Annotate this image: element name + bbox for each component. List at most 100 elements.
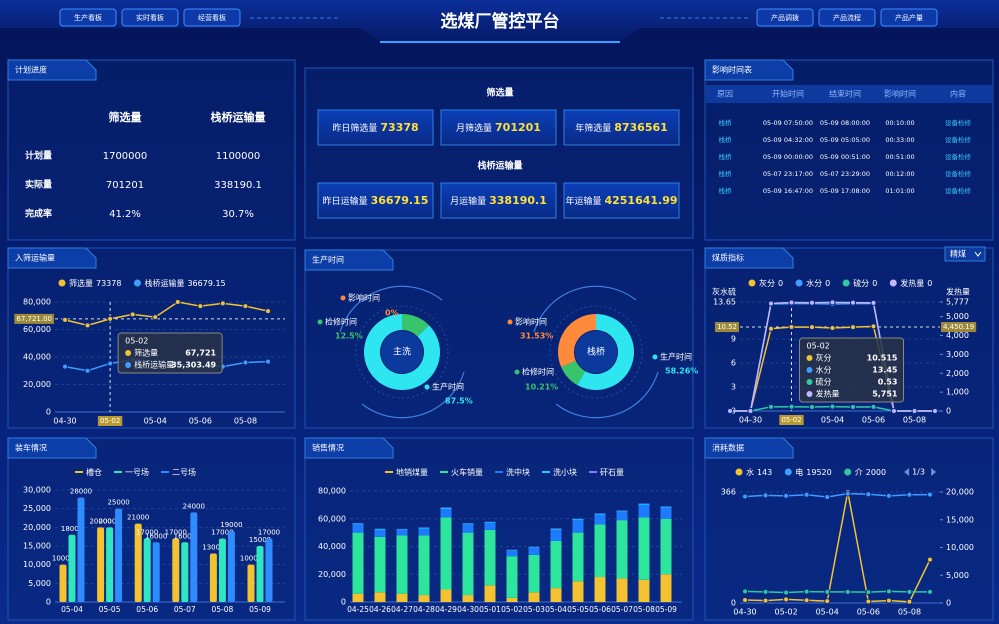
panel xyxy=(304,437,694,621)
pie-label-dot xyxy=(317,319,323,325)
bar-segment xyxy=(418,527,430,529)
y-tick-label: 80,000 xyxy=(318,487,346,496)
nav-tab[interactable] xyxy=(880,8,938,27)
bar-segment xyxy=(352,593,364,602)
x-tick-label: 05-02 xyxy=(774,608,797,617)
bar-segment xyxy=(374,536,386,593)
y2-tick-label: 5,000 xyxy=(946,312,969,321)
data-point xyxy=(824,588,831,595)
table-cell: 设备检修 xyxy=(945,152,972,161)
bar-segment xyxy=(440,517,452,590)
data-point xyxy=(742,596,748,603)
pointer-label: 4,450.19 xyxy=(943,323,974,331)
legend-value: 36679.15 xyxy=(187,279,225,288)
y2-tick-label: 20,000 xyxy=(946,488,974,497)
data-point xyxy=(788,299,795,306)
y-tick-label: 6 xyxy=(731,359,736,368)
nav-tab[interactable] xyxy=(756,8,814,27)
data-point xyxy=(829,403,836,410)
summary-item: 月筛选量 701201 xyxy=(456,121,541,134)
bar-segment xyxy=(462,595,474,602)
dropdown-label: 精煤 xyxy=(950,249,966,259)
nav-tab[interactable] xyxy=(59,8,117,27)
legend-swatch xyxy=(889,279,897,287)
data-point xyxy=(768,325,774,332)
summary-box xyxy=(440,109,557,146)
data-point xyxy=(762,492,769,499)
data-point xyxy=(762,588,769,595)
data-point xyxy=(107,315,114,322)
tooltip-value: 10.515 xyxy=(867,354,898,363)
data-point xyxy=(809,299,815,306)
dropdown[interactable] xyxy=(944,246,986,262)
pie-value-label: 31.53% xyxy=(520,332,553,341)
bar-segment xyxy=(638,503,650,505)
table-cell: 05-09 00:00:00 xyxy=(763,153,813,161)
bar-value-label: 20000 xyxy=(98,517,120,525)
bar xyxy=(227,531,235,602)
tooltip-label: 硫分 xyxy=(816,377,832,387)
summary-title: 栈桥运输量 xyxy=(477,160,522,172)
pager-next[interactable] xyxy=(931,468,937,476)
tooltip-value: 5,751 xyxy=(872,390,898,399)
dropdown-caret xyxy=(974,251,982,257)
pie-slice xyxy=(364,314,441,390)
pie-label: 检修时间 xyxy=(325,317,357,327)
x-tick-label: 04-30 xyxy=(53,417,76,426)
legend-item: 槽仓 xyxy=(86,467,102,477)
summary-box xyxy=(317,182,434,219)
legend-item: 筛选量 73378 xyxy=(69,278,121,288)
page-title: 选煤厂管控平台 xyxy=(441,11,560,32)
bar-segment xyxy=(616,578,628,602)
x-tick-label: 05-04 xyxy=(61,605,83,614)
panel-title: 计划进度 xyxy=(15,65,47,75)
y2-tick-label: 1,000 xyxy=(946,388,969,397)
bar-segment xyxy=(484,522,496,530)
table-cell: 1100000 xyxy=(216,151,261,162)
nav-tab[interactable] xyxy=(121,8,179,27)
tooltip-value: 67,721 xyxy=(185,349,216,358)
summary-value: 8736561 xyxy=(614,121,668,134)
table-cell: 338190.1 xyxy=(214,180,262,191)
table-cell: 栈桥 xyxy=(719,152,733,161)
y2-tick-label: 4,000 xyxy=(946,331,969,340)
bar-segment xyxy=(484,522,496,523)
series-line xyxy=(744,492,931,498)
pager-prev[interactable] xyxy=(904,468,910,476)
bar-segment xyxy=(506,556,518,598)
table-cell: 设备检修 xyxy=(945,186,972,195)
panel-title: 生产时间 xyxy=(312,255,344,265)
pie-label: 影响时间 xyxy=(348,293,380,303)
summary-box xyxy=(440,182,557,219)
bar-segment xyxy=(572,519,584,521)
data-point xyxy=(783,589,790,596)
nav-tab[interactable] xyxy=(183,8,241,27)
legend-label: 槽仓 xyxy=(86,467,102,477)
legend-item: 灰分 0 xyxy=(759,278,783,288)
pager: 1/3 xyxy=(912,468,925,477)
nav-tab[interactable] xyxy=(818,8,876,27)
deco-ring xyxy=(549,305,643,399)
table-cell: 30.7% xyxy=(222,209,254,220)
legend-swatch xyxy=(735,468,743,476)
x-tick-label: 05-07 xyxy=(611,605,633,614)
data-point xyxy=(870,323,877,330)
data-point xyxy=(850,299,856,306)
x-tick-label: 05-06 xyxy=(862,416,885,425)
y-tick-label: 3 xyxy=(731,383,736,392)
table-cell: 05-09 16:47:00 xyxy=(763,187,813,195)
bar xyxy=(97,527,105,602)
table-cell: 05-07 23:17:00 xyxy=(763,170,813,178)
bar xyxy=(59,564,67,602)
bar-value-label: 17000 xyxy=(258,529,280,537)
y2-axis-title: 发热量 xyxy=(946,287,970,297)
y-tick-label: 0 xyxy=(46,408,51,417)
legend-label: 矸石量 xyxy=(600,468,624,477)
bar xyxy=(209,553,217,602)
data-point xyxy=(84,367,91,374)
y2-tick-label: 15,000 xyxy=(946,515,974,524)
bar xyxy=(256,546,264,602)
data-point xyxy=(870,403,877,410)
x-tick-label: 04-30 xyxy=(739,416,762,425)
tooltip xyxy=(117,332,223,374)
